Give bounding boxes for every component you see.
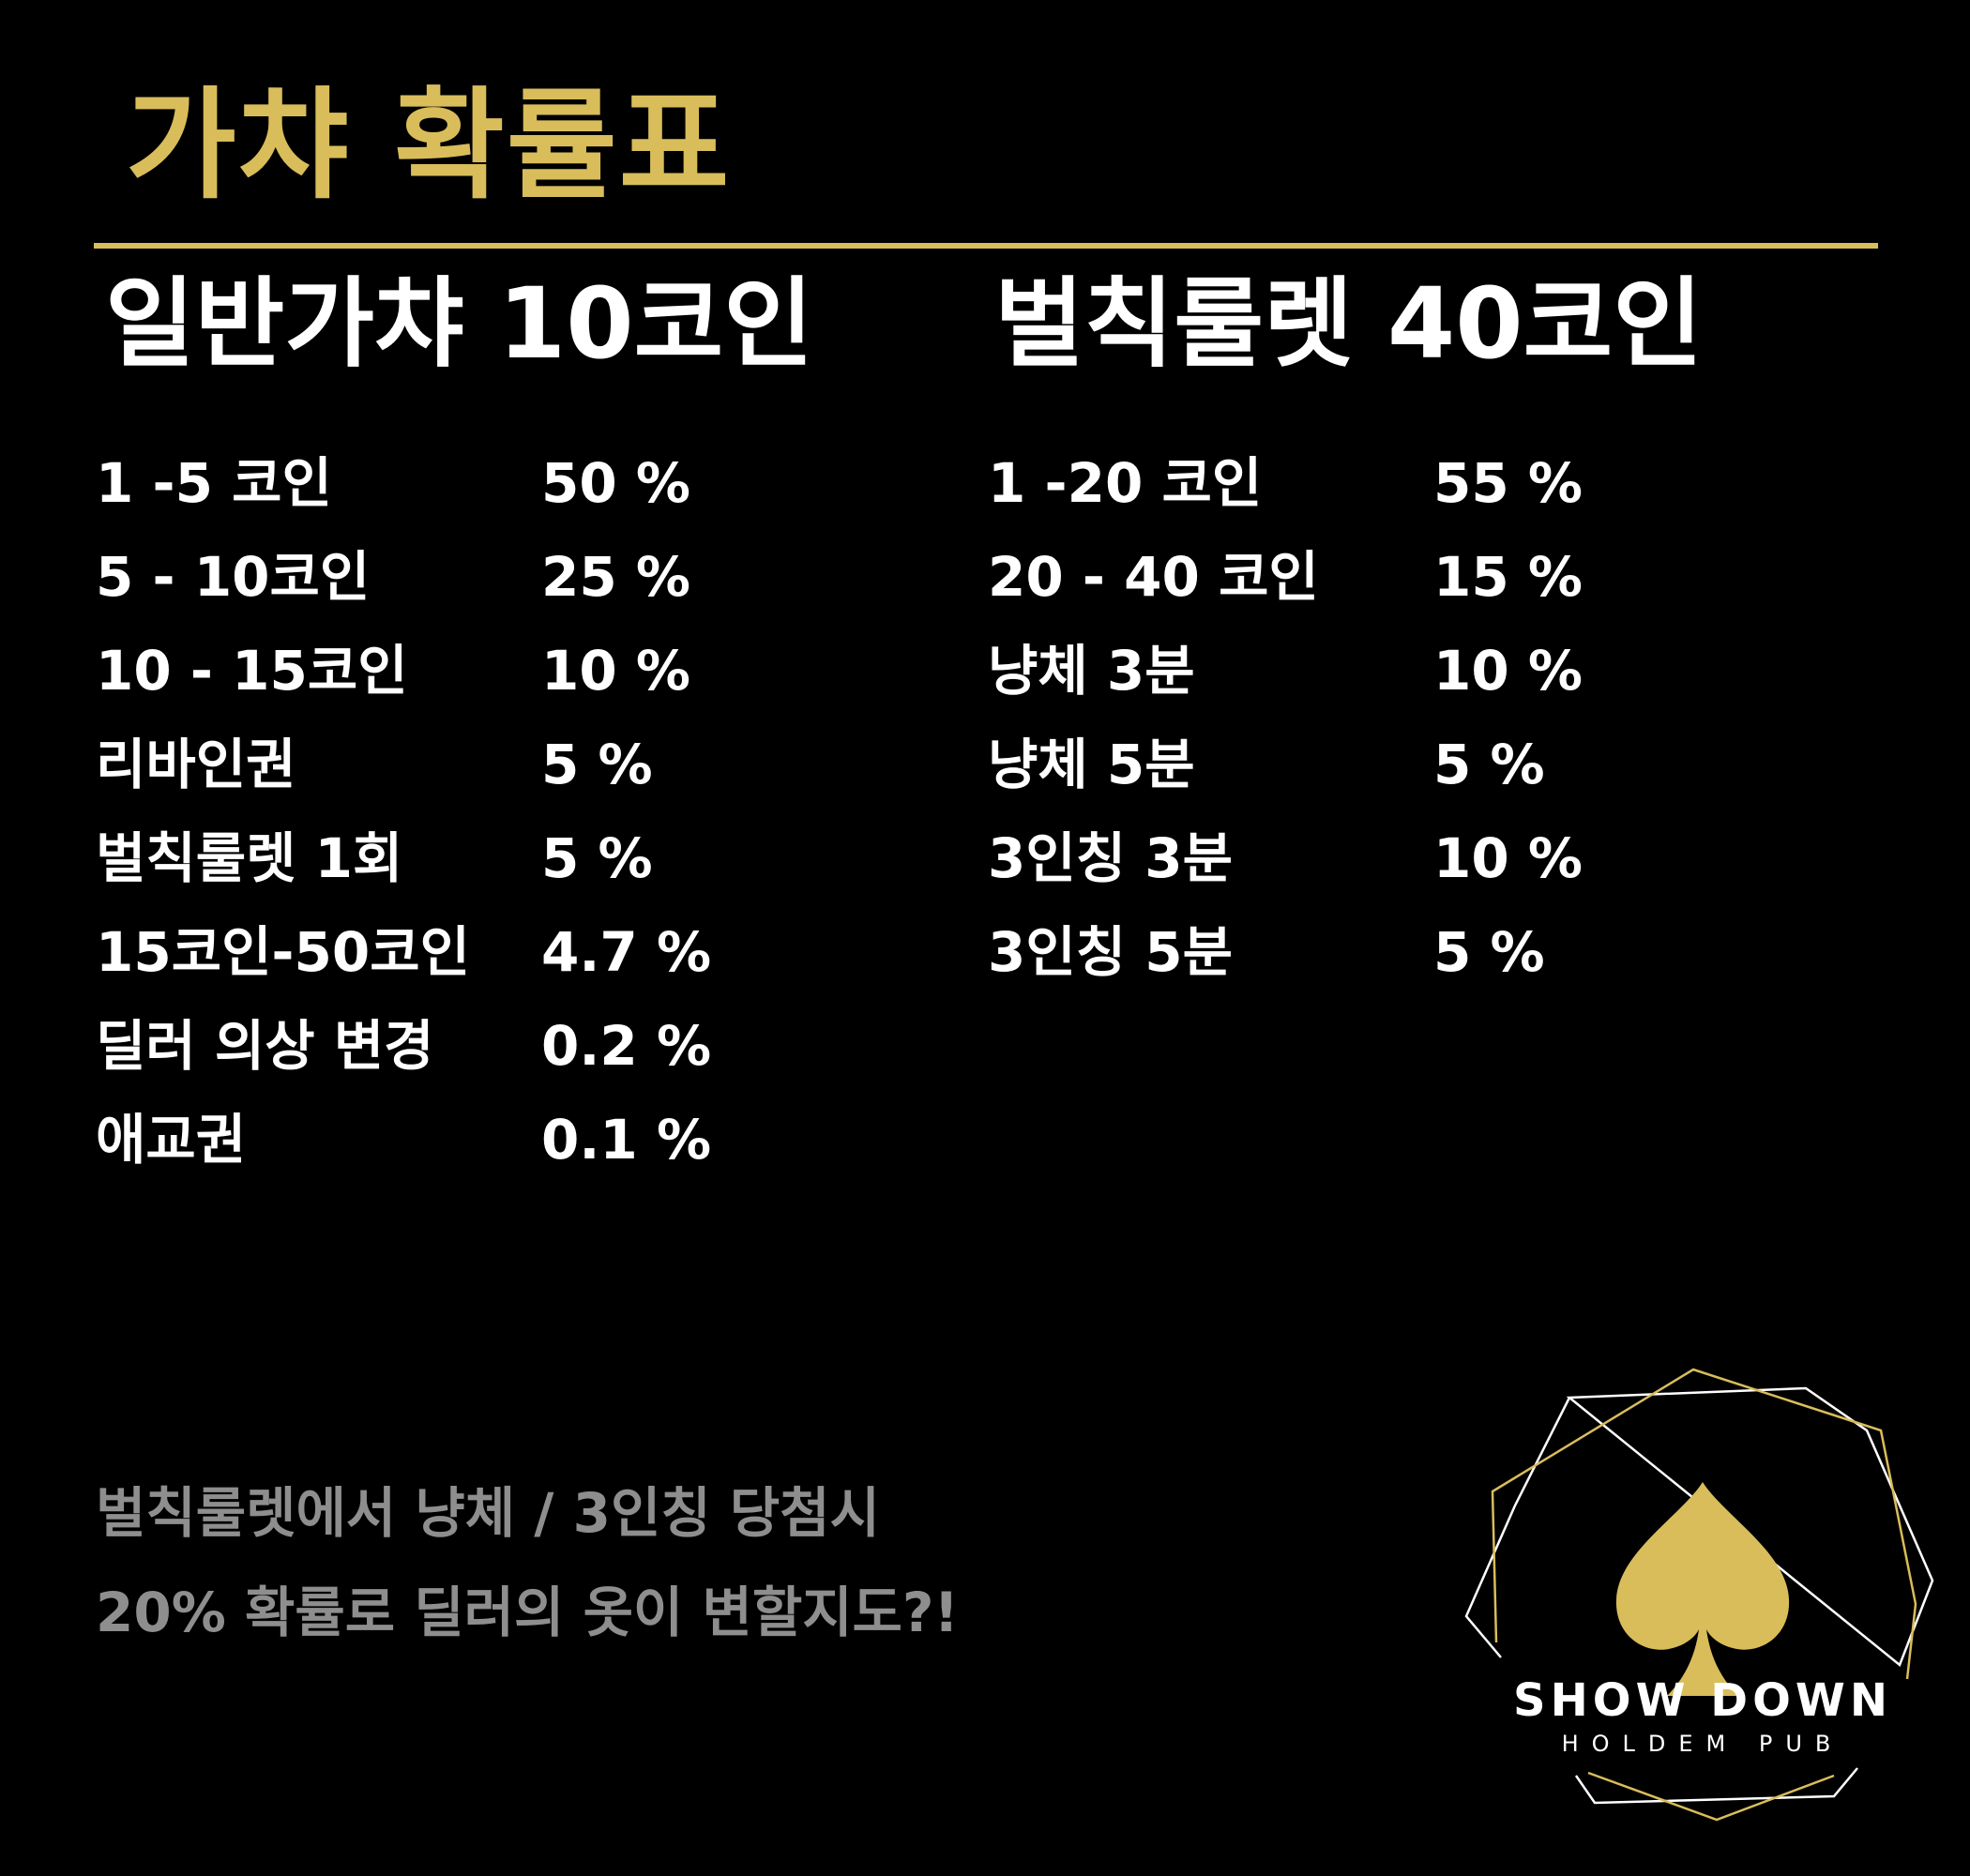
row-label: 리바인권 — [96, 733, 296, 796]
footnote-line-1: 벌칙룰렛에서 냥체 / 3인칭 당첨시 — [96, 1481, 880, 1545]
row-label: 벌칙룰렛 1회 — [96, 826, 403, 890]
spade-icon — [1615, 1482, 1790, 1696]
row-label: 3인칭 3분 — [988, 826, 1233, 890]
row-label: 딜러 의상 변경 — [96, 1014, 434, 1078]
row-probability: 25 % — [541, 545, 691, 609]
row-label: 냥체 3분 — [988, 639, 1195, 703]
row-probability: 50 % — [541, 451, 691, 515]
row-label: 냥체 5분 — [988, 733, 1195, 796]
section-heading-penalty-roulette: 벌칙룰렛 40코인 — [994, 266, 1704, 381]
row-label: 1 -5 코인 — [96, 451, 332, 515]
row-probability: 5 % — [541, 733, 653, 796]
showdown-logo: SHOW DOWN HOLDEM PUB — [1459, 1365, 1947, 1824]
row-probability: 55 % — [1433, 451, 1584, 515]
logo-subtitle: HOLDEM PUB — [1561, 1731, 1844, 1757]
row-label: 10 - 15코인 — [96, 639, 408, 703]
row-probability: 5 % — [541, 826, 653, 890]
row-label: 5 - 10코인 — [96, 545, 371, 609]
row-probability: 5 % — [1433, 733, 1545, 796]
logo-name: SHOW DOWN — [1513, 1674, 1892, 1727]
row-label: 애교권 — [96, 1108, 247, 1172]
row-probability: 0.2 % — [541, 1014, 712, 1078]
row-probability: 5 % — [1433, 920, 1545, 984]
row-probability: 10 % — [1433, 826, 1584, 890]
row-probability: 10 % — [541, 639, 691, 703]
row-probability: 4.7 % — [541, 920, 712, 984]
row-label: 15코인-50코인 — [96, 920, 470, 984]
section-heading-normal-gacha: 일반가챠 10코인 — [105, 266, 814, 381]
row-label: 20 - 40 코인 — [988, 545, 1319, 609]
row-label: 1 -20 코인 — [988, 451, 1263, 515]
row-probability: 0.1 % — [541, 1108, 712, 1172]
page-title: 가챠 확률표 — [126, 76, 732, 216]
footnote-line-2: 20% 확률로 딜러의 옷이 변할지도?! — [96, 1581, 960, 1644]
title-divider — [94, 243, 1878, 249]
row-label: 3인칭 5분 — [988, 920, 1233, 984]
row-probability: 10 % — [1433, 639, 1584, 703]
row-probability: 15 % — [1433, 545, 1584, 609]
logo-frame — [1464, 1368, 1934, 1822]
